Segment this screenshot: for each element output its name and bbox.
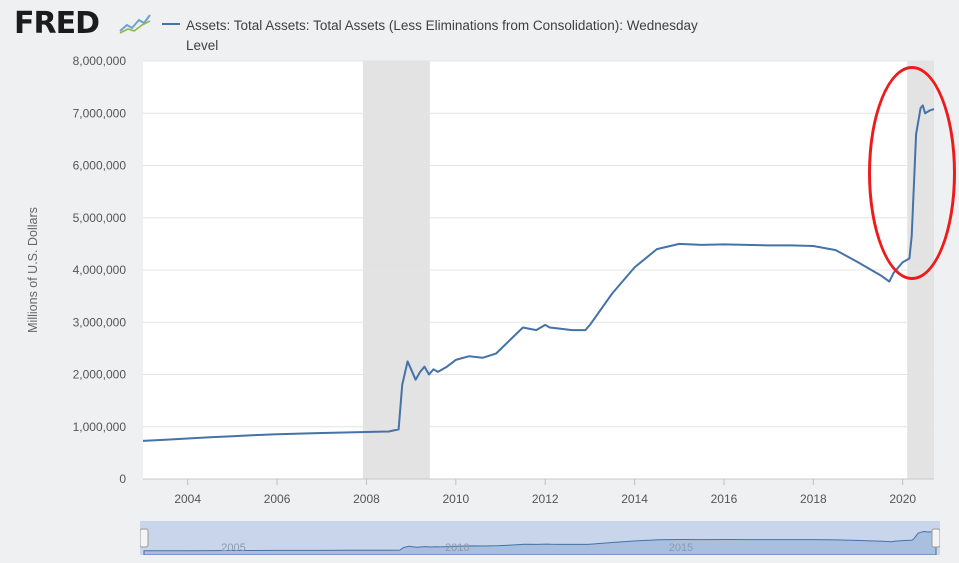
x-tick-label: 2020	[889, 492, 916, 506]
navigator-label: 2005	[221, 542, 245, 554]
y-tick-label: 5,000,000	[73, 211, 127, 225]
navigator-handle-left[interactable]	[140, 528, 149, 548]
line-chart[interactable]: 0 1,000,000 2,000,000 3,000,000 4,000,000 5,0…	[0, 0, 959, 520]
y-tick-label: 4,000,000	[73, 263, 127, 277]
navigator-label: 2015	[669, 542, 693, 554]
navigator-label: 2010	[445, 542, 469, 554]
y-axis-label: Millions of U.S. Dollars	[26, 207, 40, 333]
navigator-handle-right[interactable]	[931, 528, 940, 548]
y-tick-label: 3,000,000	[73, 315, 127, 329]
highlight-ellipse	[868, 66, 956, 280]
legend-title-line1: Assets: Total Assets: Total Assets (Less…	[186, 18, 698, 33]
x-tick-label: 2018	[800, 492, 827, 506]
y-tick-label: 7,000,000	[73, 106, 127, 120]
x-tick-label: 2012	[532, 492, 559, 506]
series-line-0	[142, 104, 935, 442]
x-tick-label: 2010	[442, 492, 469, 506]
range-navigator[interactable]: 2005 2010 2015	[140, 521, 940, 555]
chart-legend[interactable]: Assets: Total Assets: Total Assets (Less…	[162, 16, 802, 56]
chart-line-icon	[118, 12, 152, 34]
navigator-series	[143, 530, 937, 555]
legend-swatch	[162, 23, 180, 26]
x-tick-label: 2008	[353, 492, 380, 506]
fred-logo[interactable]: FRED	[14, 6, 100, 41]
y-tick-label: 1,000,000	[73, 420, 127, 434]
x-tick-label: 2014	[621, 492, 648, 506]
legend-title-line2: Level	[186, 38, 219, 53]
y-tick-label: 2,000,000	[73, 368, 127, 382]
x-tick-label: 2006	[264, 492, 291, 506]
x-tick-label: 2004	[174, 492, 201, 506]
y-tick-label: 0	[119, 472, 126, 486]
x-tick-label: 2016	[711, 492, 738, 506]
y-tick-label: 8,000,000	[73, 54, 127, 68]
y-tick-label: 6,000,000	[73, 159, 127, 173]
